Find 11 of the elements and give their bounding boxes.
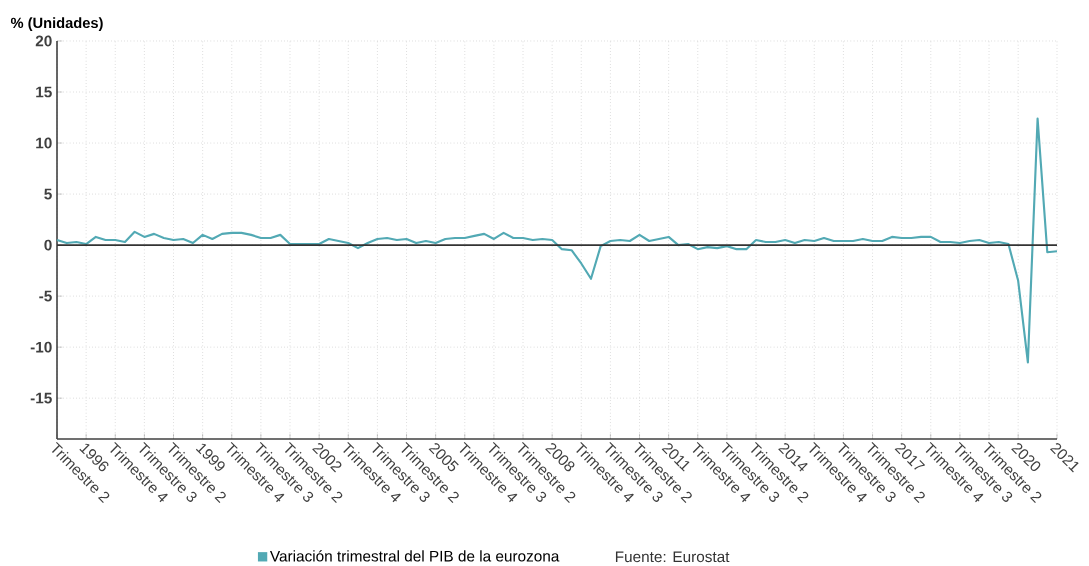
y-tick-label: -10 (30, 341, 52, 353)
y-tick-label: 10 (36, 137, 52, 149)
y-tick-label: -5 (39, 290, 52, 302)
y-tick-label: -15 (30, 392, 52, 404)
legend-label: Variación trimestral del PIB de la eurozona (269, 550, 560, 562)
y-tick-label: 5 (44, 188, 52, 200)
source-note: Fuente: Eurostat (615, 551, 730, 563)
y-tick-label: 15 (36, 86, 52, 98)
y-axis-title: % (Unidades) (10, 17, 103, 31)
y-tick-label: 0 (44, 239, 52, 251)
y-tick-label: 20 (35, 35, 52, 47)
